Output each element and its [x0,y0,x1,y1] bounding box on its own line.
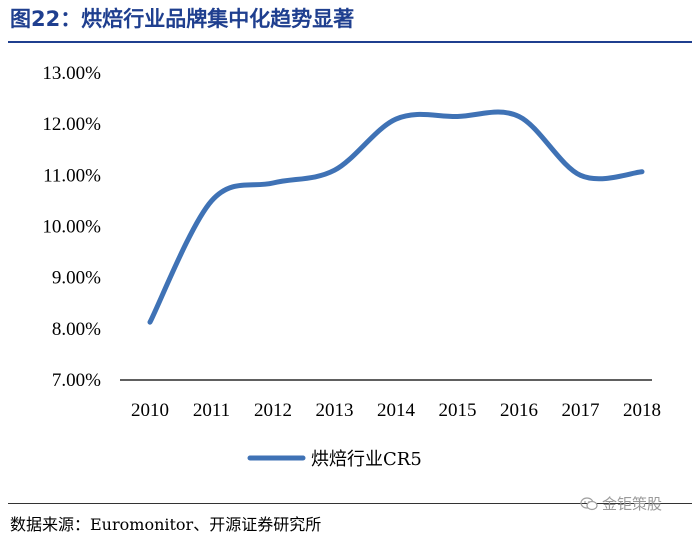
y-tick-label: 7.00% [52,370,101,391]
legend: 烘焙行业CR5 [247,449,422,470]
y-tick-label: 10.00% [42,217,101,238]
y-tick-label: 9.00% [52,268,101,289]
y-tick-label: 13.00% [42,63,101,84]
line-chart: 13.00%12.00%11.00%10.00%9.00%8.00%7.00% … [42,63,661,470]
watermark: 金钜策股 [580,493,662,514]
y-tick-label: 12.00% [42,114,101,135]
x-tick-label: 2014 [377,400,416,421]
series-line-cr5 [147,109,645,325]
x-axis-ticks: 2010 2011 2012 2013 2014 2015 2016 2017 2018 [131,400,661,421]
y-tick-label: 8.00% [52,319,101,340]
watermark-text: 金钜策股 [602,495,663,513]
source-divider [8,503,692,504]
wechat-icon [580,496,598,510]
x-tick-label: 2015 [439,400,477,421]
figure-title: 图22：烘焙行业品牌集中化趋势显著 [10,7,355,31]
title-divider [8,41,692,43]
x-tick-label: 2017 [562,400,600,421]
x-tick-label: 2012 [254,400,292,421]
source-note: 数据来源：Euromonitor、开源证券研究所 [10,515,322,534]
x-tick-label: 2018 [623,400,661,421]
y-tick-label: 11.00% [43,165,101,186]
legend-label-cr5: 烘焙行业CR5 [311,449,422,470]
x-tick-label: 2011 [193,400,230,421]
y-axis-ticks: 13.00% 12.00% 11.00% 10.00% 9.00% 8.00% 7.00% [42,63,101,391]
x-tick-label: 2010 [131,400,169,421]
x-tick-label: 2013 [316,400,354,421]
x-tick-label: 2016 [500,400,538,421]
